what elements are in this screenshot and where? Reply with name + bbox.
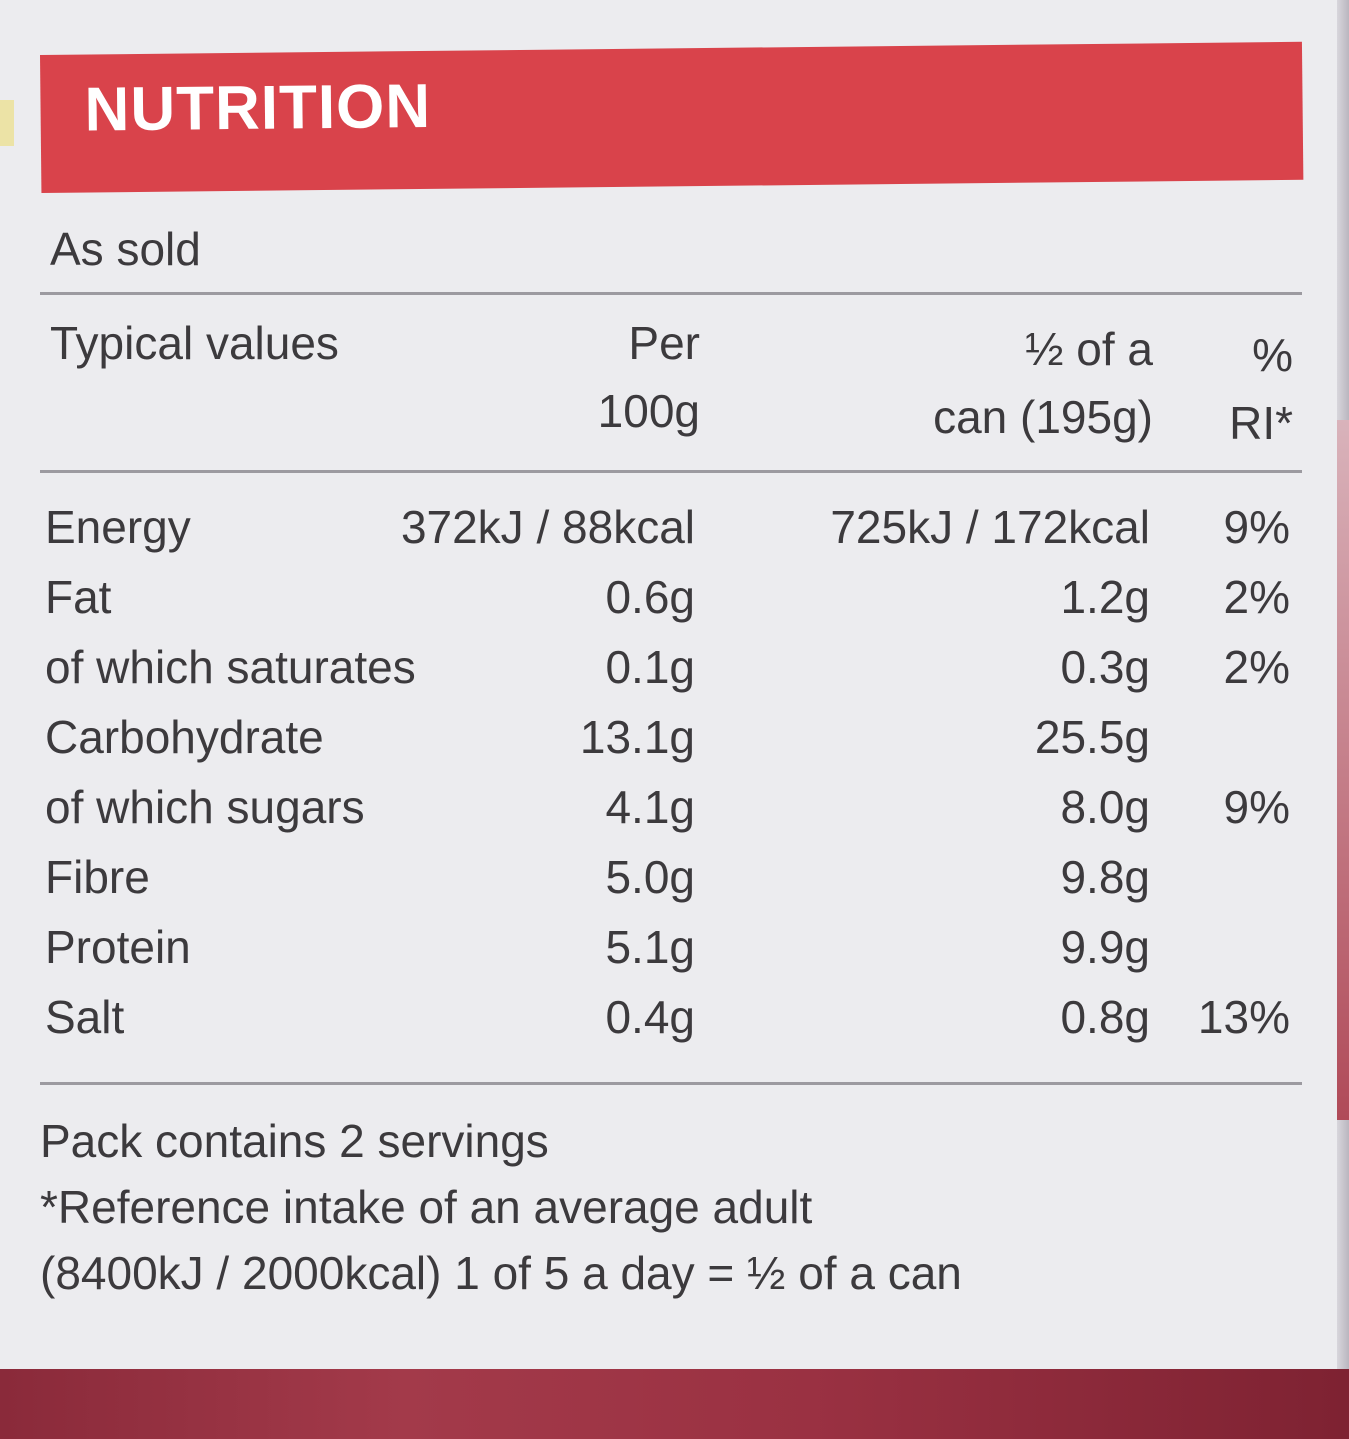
- nutrient-name: Fibre: [45, 851, 150, 903]
- side-red-edge: [1337, 420, 1349, 1120]
- reference-intake-note: *Reference intake of an average adult: [40, 1181, 813, 1233]
- nutrition-panel: NUTRITION As sold Typical values Per 100…: [40, 0, 1305, 1369]
- nutrient-per100: 13.1g: [579, 711, 695, 763]
- nutrient-ri: 2%: [1223, 571, 1290, 623]
- nutrient-name: Salt: [45, 991, 125, 1043]
- nutrient-half-can: 8.0g: [1060, 781, 1150, 833]
- table-row: Fat 0.6g 1.2g 2%: [40, 570, 1295, 640]
- nutrient-half-can: 1.2g: [1060, 571, 1150, 623]
- nutrient-half-can: 725kJ / 172kcal: [830, 501, 1150, 553]
- nutrient-per100: 0.4g: [605, 991, 695, 1043]
- table-row: of which sugars 4.1g 8.0g 9%: [40, 780, 1295, 850]
- nutrient-ri: 9%: [1223, 781, 1290, 833]
- table-row: Carbohydrate 13.1g 25.5g: [40, 710, 1295, 780]
- nutrient-per100: 5.0g: [605, 851, 695, 903]
- nutrient-per100: 0.1g: [605, 641, 695, 693]
- nutrient-per100: 0.6g: [605, 571, 695, 623]
- nutrient-half-can: 25.5g: [1034, 711, 1150, 763]
- nutrient-per100: 5.1g: [605, 921, 695, 973]
- divider-top: [40, 292, 1302, 295]
- table-row: of which saturates 0.1g 0.3g 2%: [40, 640, 1295, 710]
- col-header-per100-line1: Per: [628, 317, 700, 369]
- nutrient-half-can: 0.3g: [1060, 641, 1150, 693]
- nutrition-header: NUTRITION: [40, 41, 1304, 193]
- divider-bottom: [40, 1082, 1302, 1085]
- col-header-half-line1: ½ of a: [1025, 323, 1153, 375]
- col-header-per100-line2: 100g: [597, 385, 700, 437]
- yellow-label-edge: [0, 100, 14, 146]
- col-header-ri-line1: %: [1252, 329, 1293, 381]
- nutrient-ri: 2%: [1223, 641, 1290, 693]
- nutrient-half-can: 9.8g: [1060, 851, 1150, 903]
- nutrient-name: Energy: [45, 501, 191, 553]
- table-row: Energy 372kJ / 88kcal 725kJ / 172kcal 9%: [40, 500, 1295, 570]
- nutrition-title: NUTRITION: [84, 71, 432, 145]
- as-sold-label: As sold: [50, 223, 201, 275]
- servings-note: Pack contains 2 servings: [40, 1115, 549, 1167]
- nutrient-per100: 4.1g: [605, 781, 695, 833]
- nutrient-name: Carbohydrate: [45, 711, 324, 763]
- nutrient-per100: 372kJ / 88kcal: [400, 501, 695, 553]
- nutrient-half-can: 0.8g: [1060, 991, 1150, 1043]
- nutrient-name: of which sugars: [45, 781, 365, 833]
- col-header-typical-values: Typical values: [50, 317, 339, 369]
- col-header-ri-line2: RI*: [1229, 397, 1293, 449]
- table-row: Salt 0.4g 0.8g 13%: [40, 990, 1295, 1060]
- footer-notes: Pack contains 2 servings *Reference inta…: [40, 1108, 1295, 1306]
- nutrient-name: of which saturates: [45, 641, 416, 693]
- energy-reference-note: (8400kJ / 2000kcal) 1 of 5 a day = ½ of …: [40, 1247, 962, 1299]
- nutrient-half-can: 9.9g: [1060, 921, 1150, 973]
- divider-header: [40, 470, 1302, 473]
- table-row: Fibre 5.0g 9.8g: [40, 850, 1295, 920]
- nutrient-name: Protein: [45, 921, 191, 973]
- col-header-half-line2: can (195g): [933, 391, 1153, 443]
- nutrient-ri: 13%: [1197, 991, 1290, 1043]
- nutrient-ri: 9%: [1223, 501, 1290, 553]
- nutrient-name: Fat: [45, 571, 112, 623]
- can-bottom-artwork: [0, 1369, 1349, 1439]
- table-row: Protein 5.1g 9.9g: [40, 920, 1295, 990]
